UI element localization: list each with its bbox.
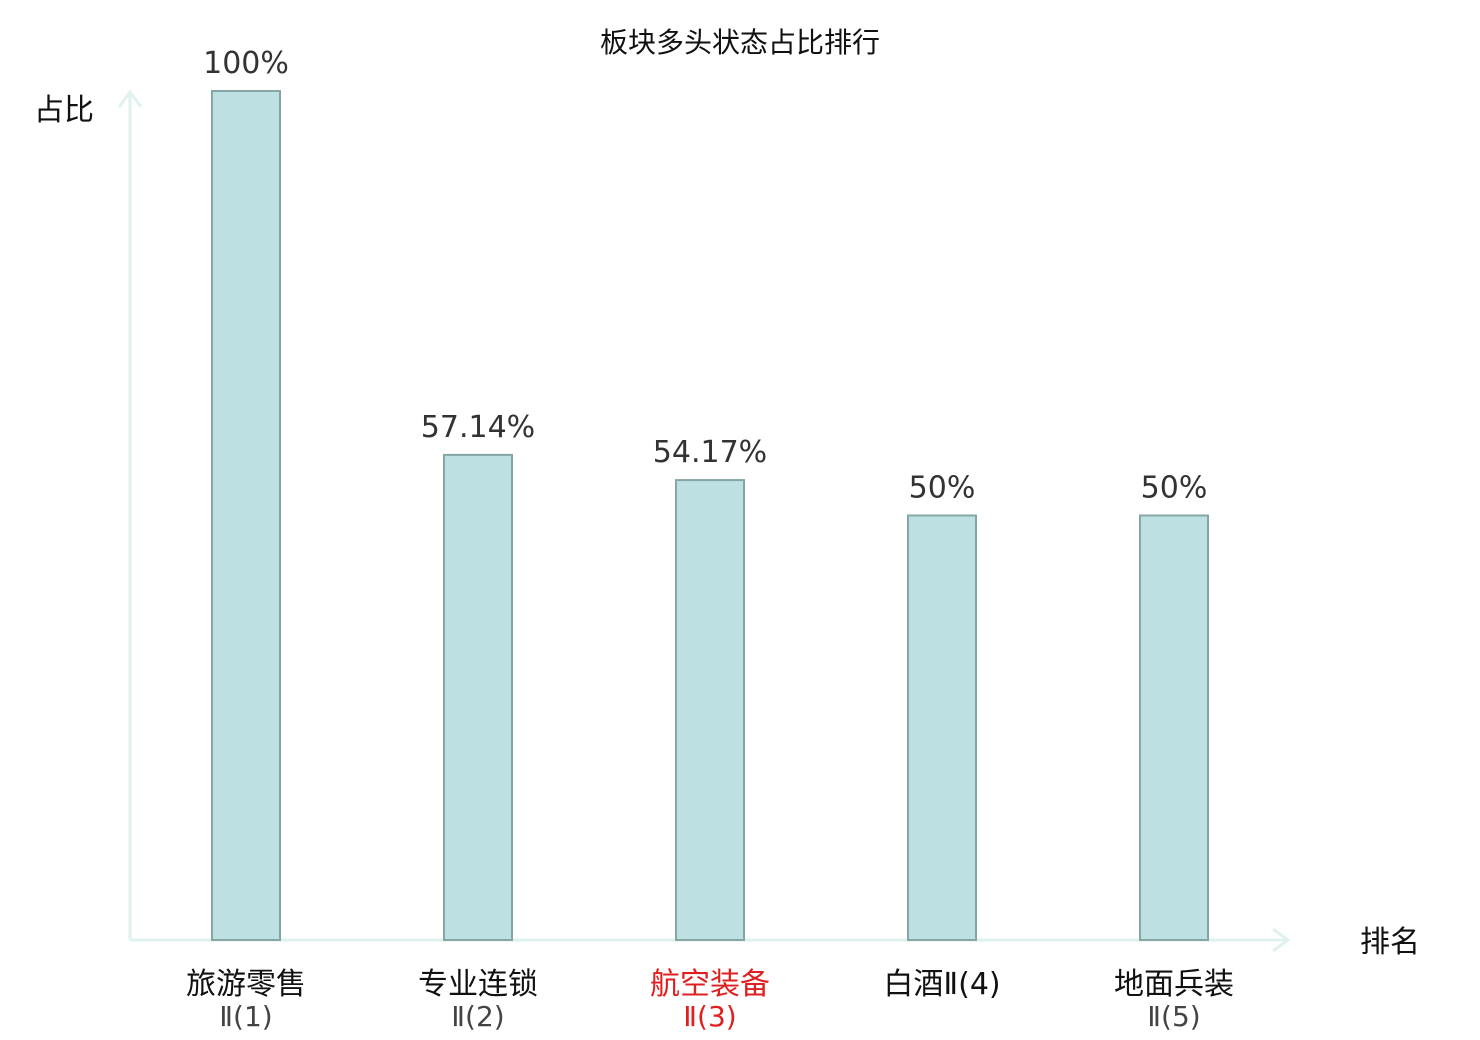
category-label-2: 专业连锁	[418, 967, 538, 1002]
value-label-2: 57.14%	[421, 410, 535, 445]
category-sublabel-3: Ⅱ(3)	[683, 1000, 736, 1033]
chart-title: 板块多头状态占比排行	[600, 26, 880, 59]
category-sublabel-2: Ⅱ(2)	[451, 1000, 504, 1033]
category-label-1: 旅游零售	[186, 967, 306, 1002]
y-axis-label: 占比	[34, 93, 94, 128]
bar-1	[211, 90, 281, 941]
x-axis-label: 排名	[1360, 925, 1420, 960]
bar-5	[1139, 514, 1209, 941]
x-axis-arrow	[1272, 927, 1291, 953]
bar-2	[443, 453, 513, 941]
value-label-1: 100%	[203, 46, 289, 81]
category-label-3: 航空装备	[650, 967, 770, 1002]
category-sublabel-1: Ⅱ(1)	[219, 1000, 272, 1033]
category-label-5: 地面兵装	[1114, 967, 1234, 1002]
value-label-3: 54.17%	[653, 435, 767, 470]
bar-3	[675, 479, 745, 941]
value-label-5: 50%	[1141, 471, 1208, 506]
category-label-4: 白酒Ⅱ(4)	[883, 967, 1000, 1002]
category-sublabel-5: Ⅱ(5)	[1147, 1000, 1200, 1033]
bar-4	[907, 514, 977, 941]
value-label-4: 50%	[909, 471, 976, 506]
y-axis-arrow	[117, 89, 143, 108]
